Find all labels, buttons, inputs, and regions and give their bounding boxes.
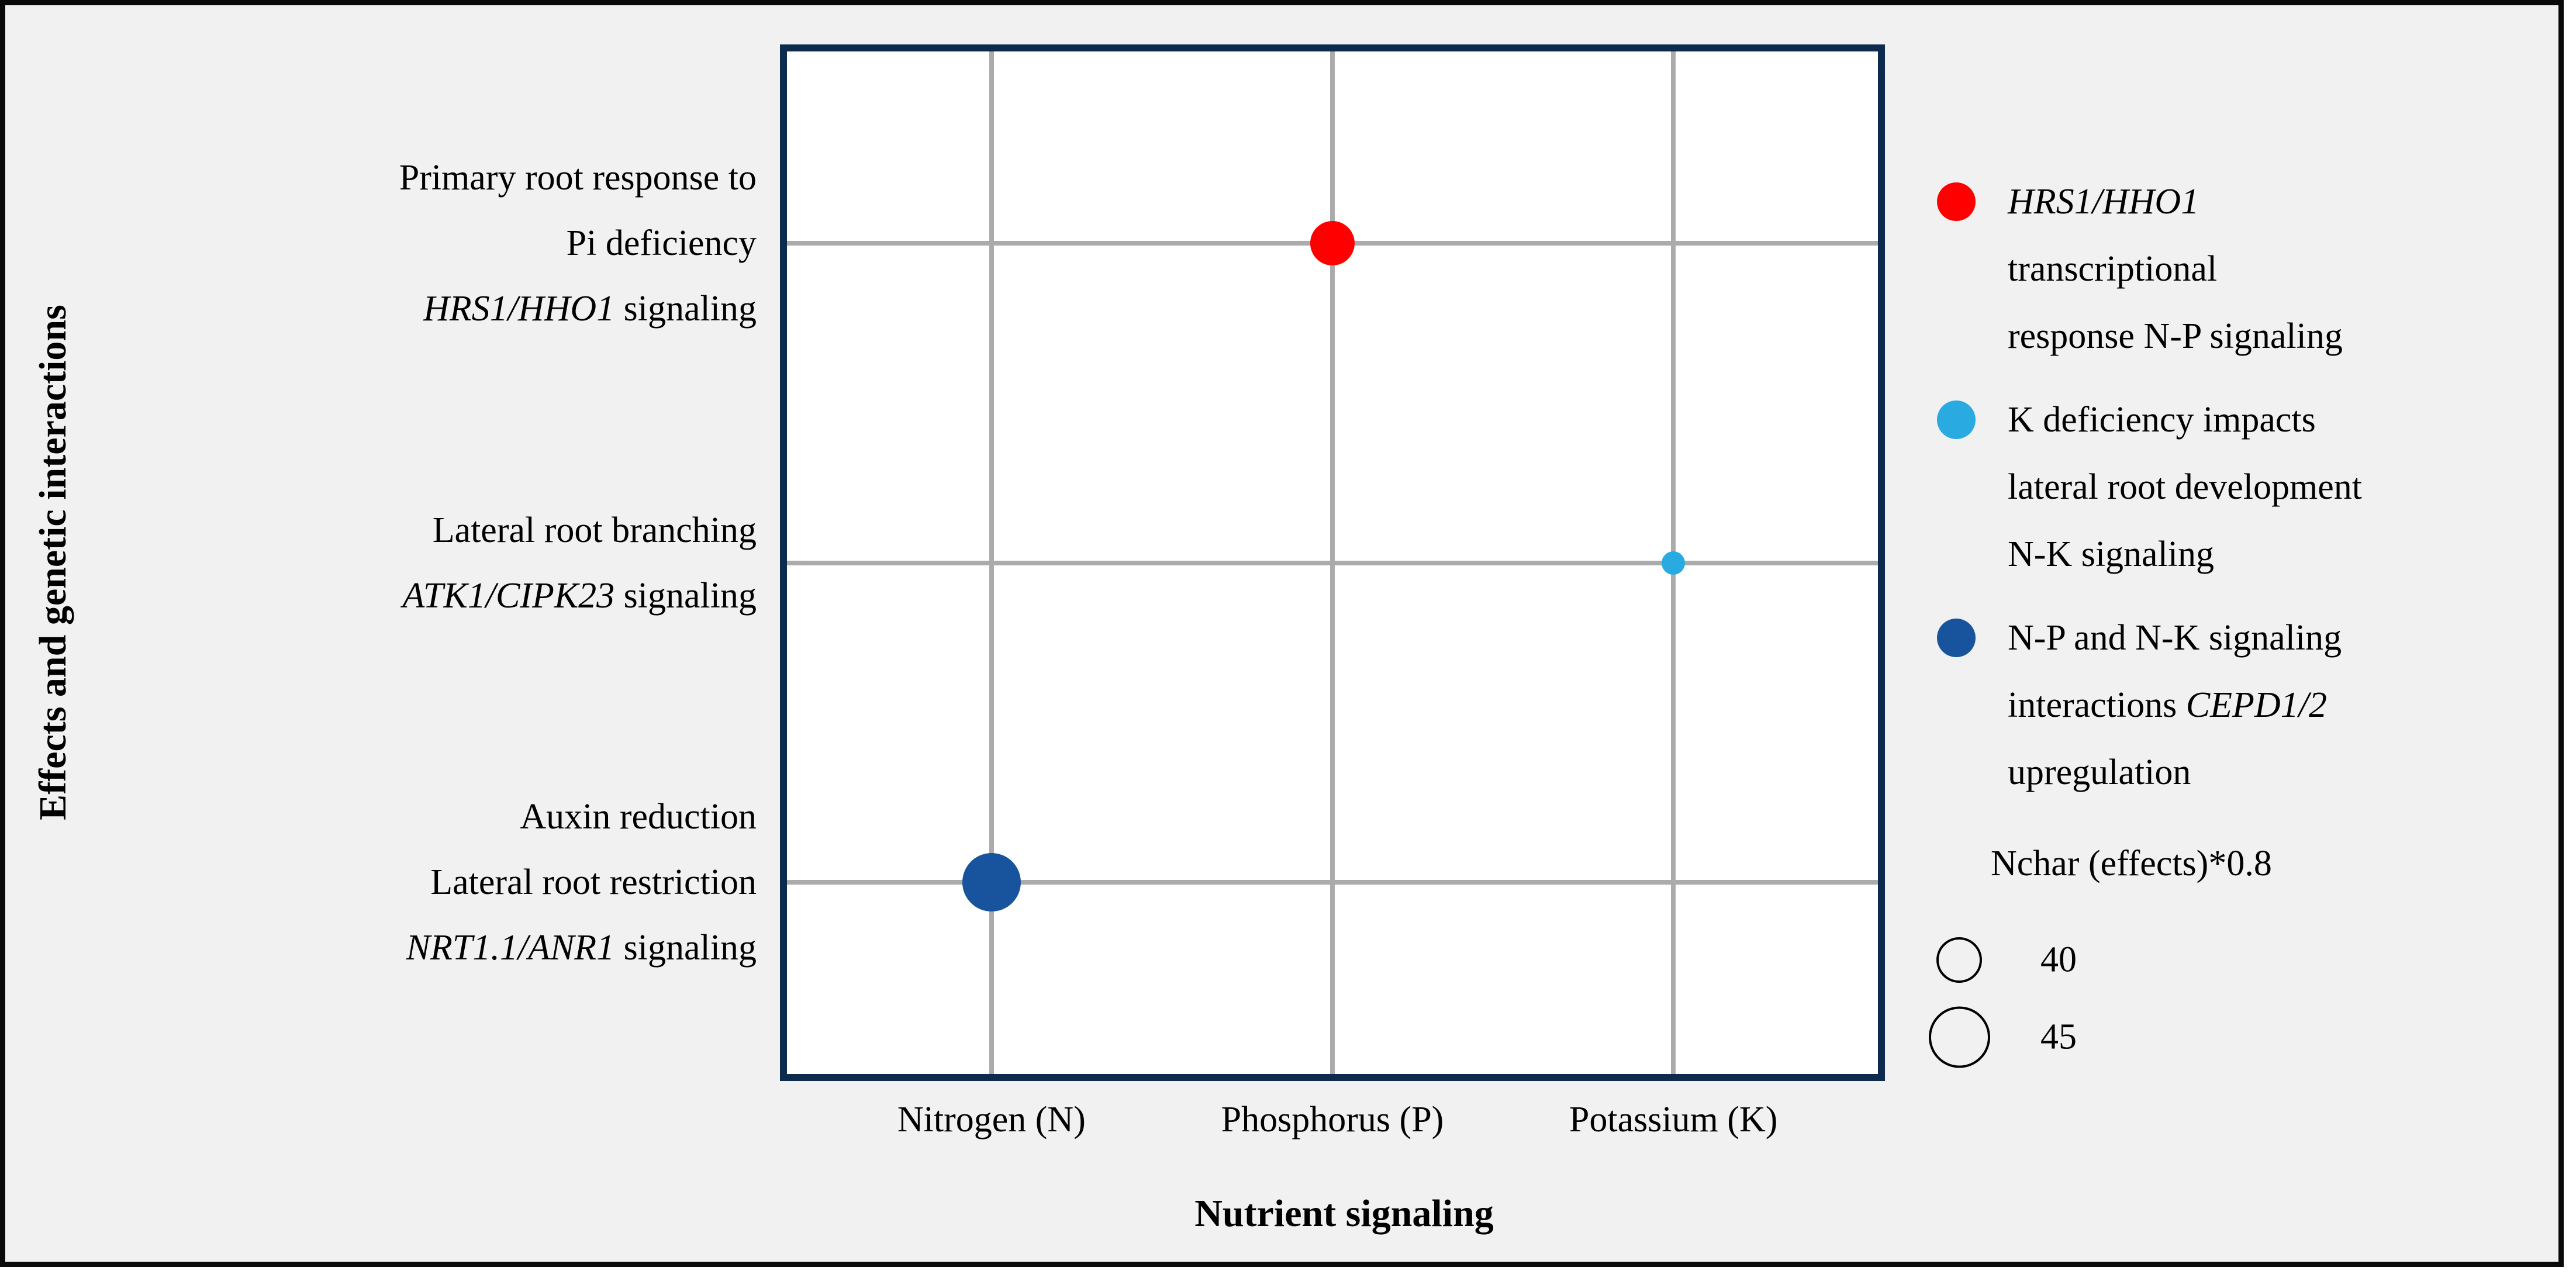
legend-label-line: N-P and N-K signaling [2008, 605, 2342, 672]
label-text: interactions [2008, 685, 2186, 725]
label-text: N-P and N-K signaling [2008, 618, 2342, 658]
label-text: response N-P signaling [2008, 316, 2343, 356]
data-point [1662, 551, 1686, 575]
y-tick-label: Lateral root branching ATK1/CIPK23 signal… [402, 498, 757, 629]
y-tick-label-line: Primary root response to [399, 145, 757, 210]
size-legend-row: 45 [1928, 999, 2272, 1076]
size-legend-value: 45 [2040, 1017, 2077, 1057]
x-axis-title: Nutrient signaling [1194, 1192, 1494, 1235]
legend-item: HRS1/HHO1 transcriptional response N-P sig… [1937, 168, 2362, 370]
gene-name-text: HRS1/HHO1 [423, 288, 615, 329]
x-tick-label: Nitrogen (N) [897, 1100, 1086, 1140]
legend-color-dot [1937, 400, 1976, 439]
label-text: signaling [614, 928, 757, 968]
y-tick-label: Primary root response to Pi deficiency HRS… [399, 145, 757, 341]
label-text: Lateral root restriction [430, 862, 757, 903]
grid-line-horizontal [787, 560, 1878, 565]
legend-item-label: HRS1/HHO1 transcriptional response N-P sig… [2008, 168, 2343, 370]
y-tick-label-line: ATK1/CIPK23 signaling [402, 563, 757, 629]
x-tick-label: Phosphorus (P) [1221, 1100, 1444, 1140]
legend-label-line: response N-P signaling [2008, 303, 2343, 370]
gene-name-text: NRT1.1/ANR1 [406, 928, 615, 968]
y-tick-label-line: Lateral root restriction [406, 850, 757, 915]
label-text: lateral root development [2008, 467, 2362, 507]
y-tick-label-line: HRS1/HHO1 signaling [399, 276, 757, 341]
label-text: upregulation [2008, 752, 2191, 792]
size-legend-row: 40 [1936, 921, 2272, 999]
label-text: Lateral root branching [432, 510, 757, 550]
legend-label-line: upregulation [2008, 739, 2342, 806]
legend-color-dot [1937, 619, 1976, 657]
data-point [1310, 220, 1355, 265]
legend-label-line: K deficiency impacts [2008, 386, 2362, 454]
y-tick-label-line: Lateral root branching [402, 498, 757, 563]
size-legend-items: 40 45 [1928, 921, 2272, 1076]
y-tick-label-line: Pi deficiency [399, 210, 757, 276]
y-tick-label: Auxin reduction Lateral root restriction N… [406, 784, 757, 980]
gene-name-text: ATK1/CIPK23 [402, 575, 615, 616]
y-tick-label-line: Auxin reduction [406, 784, 757, 850]
y-tick-labels: Primary root response to Pi deficiency HRS… [93, 5, 757, 1262]
legend-label-line: lateral root development [2008, 454, 2362, 521]
legend-swatch-column [1937, 605, 1976, 806]
label-text: Pi deficiency [566, 223, 757, 263]
legend-swatch-column [1937, 386, 1976, 588]
plot-panel [780, 44, 1885, 1081]
size-legend: Nchar (effects)*0.8 40 45 [1928, 841, 2272, 1076]
x-tick-label: Potassium (K) [1569, 1100, 1778, 1140]
size-legend-circle [1928, 1006, 1990, 1068]
legend-swatch-column [1937, 168, 1976, 370]
label-text: signaling [614, 575, 757, 616]
legend-item-label: K deficiency impacts lateral root develop… [2008, 386, 2362, 588]
legend-item: N-P and N-K signaling interactions CEPD1/… [1937, 605, 2362, 806]
label-text: signaling [614, 288, 757, 329]
label-text: transcriptional [2008, 249, 2218, 289]
label-text: Primary root response to [399, 157, 757, 198]
grid-line-horizontal [787, 880, 1878, 885]
legend-item: K deficiency impacts lateral root develop… [1937, 386, 2362, 588]
legend-color-dot [1937, 182, 1976, 221]
label-text: Auxin reduction [520, 797, 757, 837]
color-legend: HRS1/HHO1 transcriptional response N-P sig… [1937, 168, 2362, 806]
size-legend-title: Nchar (effects)*0.8 [1991, 844, 2272, 883]
legend-label-line: N-K signaling [2008, 521, 2362, 588]
legend-label-line: HRS1/HHO1 [2008, 168, 2343, 236]
gene-name-text: HRS1/HHO1 [2008, 182, 2199, 222]
y-axis-title: Effects and genetic interactions [32, 305, 74, 820]
gene-name-text: CEPD1/2 [2185, 685, 2327, 725]
y-tick-label-line: NRT1.1/ANR1 signaling [406, 915, 757, 980]
legend-label-line: interactions CEPD1/2 [2008, 672, 2342, 739]
legend-label-line: transcriptional [2008, 236, 2343, 303]
size-legend-value: 40 [2040, 940, 2077, 980]
legend-item-label: N-P and N-K signaling interactions CEPD1/… [2008, 605, 2342, 806]
size-legend-circle [1936, 937, 1982, 983]
data-point [962, 853, 1021, 912]
label-text: K deficiency impacts [2008, 400, 2316, 440]
label-text: N-K signaling [2008, 534, 2215, 574]
